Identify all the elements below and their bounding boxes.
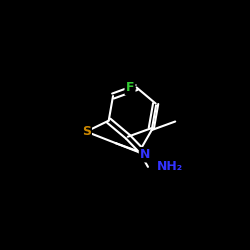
Text: N: N [140,148,150,161]
Text: F: F [126,81,134,94]
Text: NH₂: NH₂ [157,160,183,173]
Text: S: S [82,125,91,138]
